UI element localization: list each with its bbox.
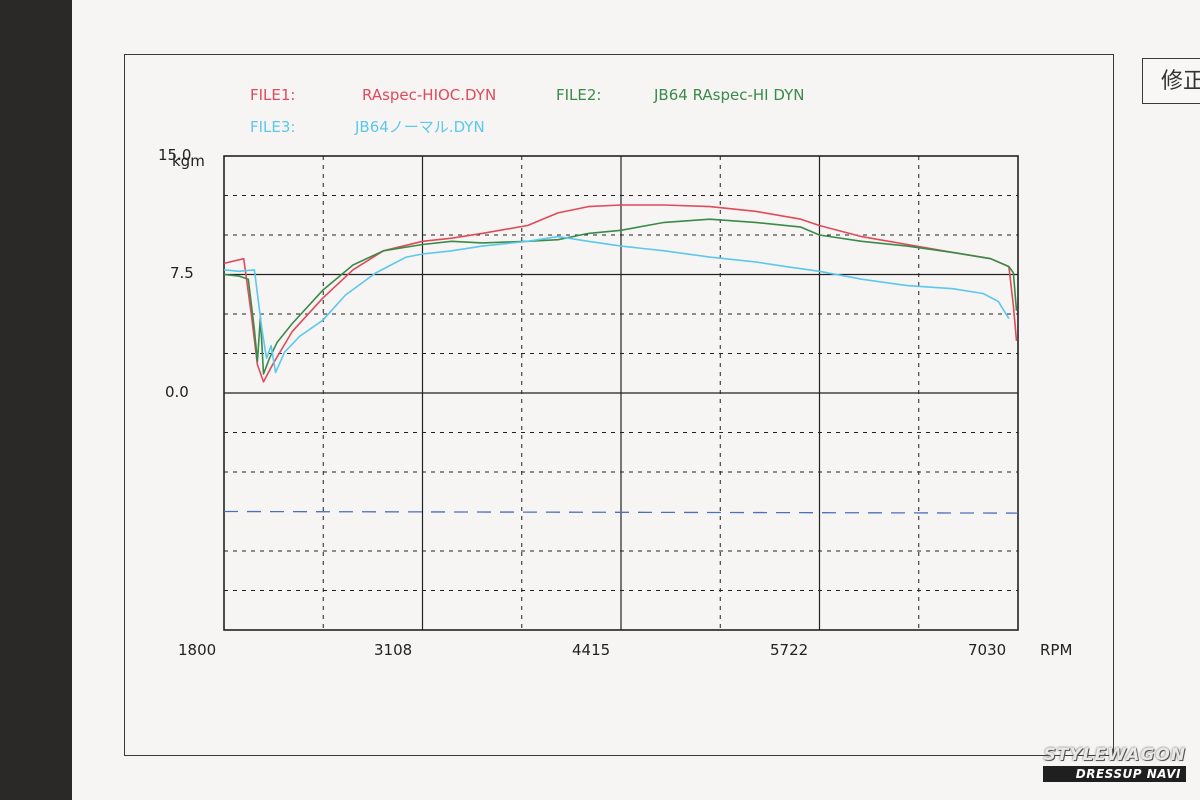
background-dark-strip [0, 0, 72, 800]
x-tick-label-3108: 3108 [374, 641, 412, 659]
y-tick-label-15: 15.0 [158, 146, 191, 164]
y-tick-label-7-5: 7.5 [170, 264, 194, 282]
legend-file2-label: FILE2: [556, 86, 601, 104]
legend-file1-label: FILE1: [250, 86, 295, 104]
legend-file3-name: JB64ノーマル.DYN [354, 118, 485, 136]
legend-file2-name: JB64 RAspec-HI DYN [653, 86, 804, 104]
legend-file1-name: RAspec-HIOC.DYN [362, 86, 496, 104]
x-tick-label-5722: 5722 [770, 641, 808, 659]
series-layer [223, 204, 1019, 514]
reference-dashed-line [223, 510, 1019, 514]
y-tick-label-0: 0.0 [165, 383, 189, 401]
chart-frame [124, 54, 1114, 756]
watermark-bottom: DRESSUP NAVI [1043, 766, 1186, 782]
series-line-1 [223, 204, 1018, 383]
legend-file3-label: FILE3: [250, 118, 295, 136]
y-axis-label: kgm [172, 152, 205, 170]
paper-sheet [72, 0, 1200, 800]
side-label: 修正 [1142, 58, 1200, 104]
series-line-3 [223, 235, 1010, 374]
x-axis-label: RPM [1040, 641, 1072, 659]
x-tick-label-7030: 7030 [968, 641, 1006, 659]
x-tick-label-1800: 1800 [178, 641, 216, 659]
legend: FILE1: RAspec-HIOC.DYN FILE2: JB64 RAspe… [250, 86, 804, 136]
watermark-top: STYLEWAGON [1043, 745, 1186, 765]
watermark-logo: STYLEWAGON DRESSUP NAVI [1043, 745, 1186, 782]
x-tick-label-4415: 4415 [572, 641, 610, 659]
plot-grid [223, 155, 1019, 631]
